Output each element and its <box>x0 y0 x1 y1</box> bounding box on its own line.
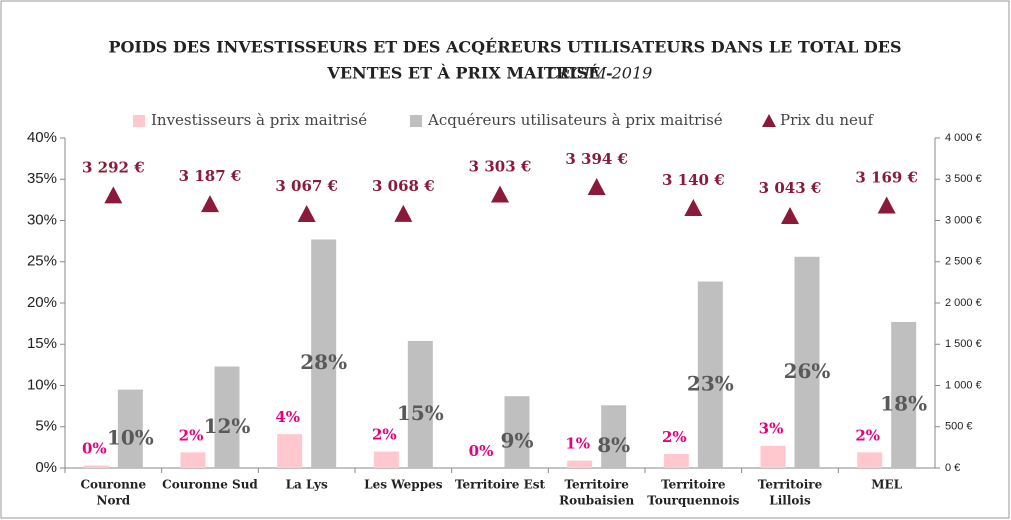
x-tick-label: Tourquennois <box>647 494 739 508</box>
data-label: 2% <box>855 426 880 444</box>
x-tick-label: Territoire <box>661 478 726 492</box>
legend-label: Investisseurs à prix maitrisé <box>151 111 367 129</box>
data-label: 0% <box>469 442 494 460</box>
bar <box>601 405 627 468</box>
y-tick-label: 40% <box>27 129 57 146</box>
chart-subtitle: CECIM 2019 <box>548 64 653 83</box>
y-tick-label: 0% <box>35 459 57 476</box>
data-label: 3 187 € <box>179 167 242 185</box>
price-marker <box>781 206 799 224</box>
y-tick-label: 5% <box>35 418 57 435</box>
data-label: 3 303 € <box>469 158 532 176</box>
bar <box>504 396 530 468</box>
bar <box>180 452 206 468</box>
data-label: 3 169 € <box>855 169 918 187</box>
data-label: 3 394 € <box>565 150 628 168</box>
price-marker <box>491 185 509 203</box>
data-label: 18% <box>880 391 927 415</box>
bar <box>311 239 337 468</box>
price-marker <box>104 186 123 204</box>
chart-title: POIDS DES INVESTISSEURS ET DES ACQÉREURS… <box>108 37 901 57</box>
bar <box>891 321 917 468</box>
y2-tick-label: 3 000 € <box>945 214 982 226</box>
x-tick-label: Roubaisien <box>559 494 634 508</box>
price-marker <box>201 195 219 213</box>
bar <box>567 460 593 468</box>
x-tick-label: La Lys <box>286 478 328 492</box>
data-label: 3 067 € <box>275 177 338 195</box>
x-tick-label: Couronne <box>80 478 146 492</box>
price-marker <box>877 196 896 214</box>
y2-tick-label: 1 000 € <box>945 379 982 391</box>
bar <box>277 434 303 468</box>
y-tick-label: 30% <box>27 211 57 228</box>
legend-swatch <box>410 115 422 127</box>
data-label: 12% <box>204 414 251 438</box>
legend-swatch <box>133 115 145 127</box>
bar <box>214 366 240 468</box>
data-label: 3 292 € <box>82 158 145 176</box>
y2-tick-label: 500 € <box>945 421 973 433</box>
data-label: 26% <box>784 359 831 383</box>
y2-tick-label: 2 000 € <box>945 297 982 309</box>
x-tick-label: Territoire Est <box>455 478 546 492</box>
bar <box>83 465 109 468</box>
x-tick-label: Couronne Sud <box>162 478 258 492</box>
y-tick-label: 25% <box>27 253 57 270</box>
bar <box>760 445 786 468</box>
data-label: 3% <box>759 420 784 438</box>
y2-tick-label: 1 500 € <box>945 338 982 350</box>
y2-tick-label: 2 500 € <box>945 256 982 268</box>
y-tick-label: 20% <box>27 294 57 311</box>
data-label: 2% <box>662 428 687 446</box>
data-label: 10% <box>107 425 154 449</box>
x-tick-label: Les Weppes <box>364 478 443 492</box>
price-marker <box>587 177 606 195</box>
y2-tick-label: 0 € <box>945 462 960 474</box>
bar <box>407 340 433 468</box>
x-tick-label: MEL <box>871 478 902 492</box>
data-label: 3 140 € <box>662 171 725 189</box>
data-label: 4% <box>275 408 300 426</box>
price-marker <box>684 198 703 216</box>
legend-label: Prix du neuf <box>780 111 875 129</box>
bar <box>697 281 723 468</box>
data-label: 23% <box>687 371 734 395</box>
x-tick-label: Territoire <box>758 478 823 492</box>
data-label: 2% <box>179 426 204 444</box>
data-label: 0% <box>82 440 107 458</box>
data-label: 9% <box>501 429 534 453</box>
x-tick-label: Lillois <box>769 494 811 508</box>
data-label: 3 043 € <box>759 179 822 197</box>
bar <box>794 256 820 468</box>
data-label: 1% <box>565 435 590 453</box>
price-marker <box>297 204 316 222</box>
legend-label: Acquéreurs utilisateurs à prix maitrisé <box>427 111 723 129</box>
bar <box>663 453 689 468</box>
y-tick-label: 15% <box>27 335 57 352</box>
chart-title: VENTES ET À PRIX MAITRISÉ - <box>326 63 612 83</box>
legend-marker <box>762 114 776 127</box>
bar <box>857 452 883 468</box>
bar <box>373 451 399 468</box>
data-label: 8% <box>597 433 630 457</box>
price-marker <box>394 204 413 222</box>
data-label: 28% <box>300 350 347 374</box>
data-label: 3 068 € <box>372 177 435 195</box>
y-tick-label: 10% <box>27 376 57 393</box>
data-label: 2% <box>372 426 397 444</box>
y2-tick-label: 4 000 € <box>945 132 982 144</box>
data-label: 15% <box>397 401 444 425</box>
x-tick-label: Nord <box>96 494 130 508</box>
bar <box>117 389 143 468</box>
x-tick-label: Territoire <box>564 478 629 492</box>
y-tick-label: 35% <box>27 170 57 187</box>
y2-tick-label: 3 500 € <box>945 173 982 185</box>
